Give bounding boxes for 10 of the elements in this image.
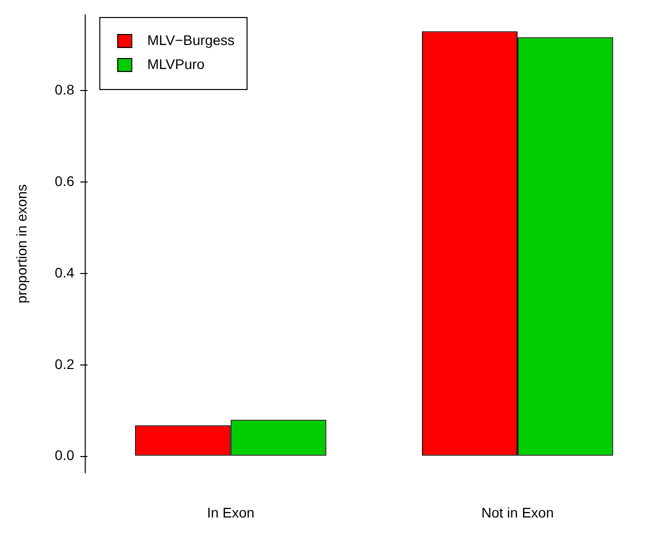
y-tick-label: 0.0 [54, 447, 74, 464]
x-tick-label: In Exon [206, 504, 254, 520]
y-axis-title: proportion in exons [13, 184, 30, 304]
y-tick-label: 0.6 [54, 172, 74, 189]
legend-label: MLV−Burgess [147, 32, 235, 48]
y-tick-label: 0.8 [54, 82, 74, 98]
y-tick-label: 0.2 [54, 356, 74, 372]
y-tick-label: 0.4 [54, 264, 74, 280]
x-tick-label: Not in Exon [481, 504, 554, 520]
legend-label: MLVPuro [147, 56, 205, 72]
